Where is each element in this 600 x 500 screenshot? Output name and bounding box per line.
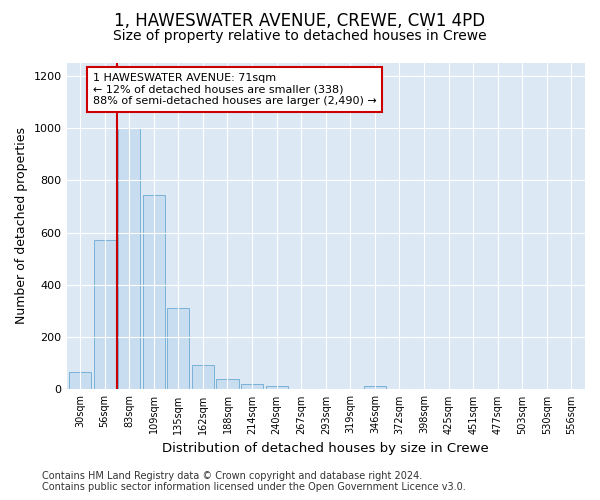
Bar <box>143 194 165 390</box>
Text: Size of property relative to detached houses in Crewe: Size of property relative to detached ho… <box>113 29 487 43</box>
Bar <box>217 380 239 390</box>
Bar <box>266 386 287 390</box>
Bar <box>167 308 190 390</box>
Text: 1, HAWESWATER AVENUE, CREWE, CW1 4PD: 1, HAWESWATER AVENUE, CREWE, CW1 4PD <box>115 12 485 30</box>
Bar <box>364 386 386 390</box>
Bar <box>69 372 91 390</box>
Text: Contains HM Land Registry data © Crown copyright and database right 2024.
Contai: Contains HM Land Registry data © Crown c… <box>42 471 466 492</box>
Text: 1 HAWESWATER AVENUE: 71sqm
← 12% of detached houses are smaller (338)
88% of sem: 1 HAWESWATER AVENUE: 71sqm ← 12% of deta… <box>93 73 377 106</box>
Bar <box>241 384 263 390</box>
Bar <box>94 240 116 390</box>
Bar <box>118 128 140 390</box>
X-axis label: Distribution of detached houses by size in Crewe: Distribution of detached houses by size … <box>163 442 489 455</box>
Bar <box>192 364 214 390</box>
Y-axis label: Number of detached properties: Number of detached properties <box>15 128 28 324</box>
